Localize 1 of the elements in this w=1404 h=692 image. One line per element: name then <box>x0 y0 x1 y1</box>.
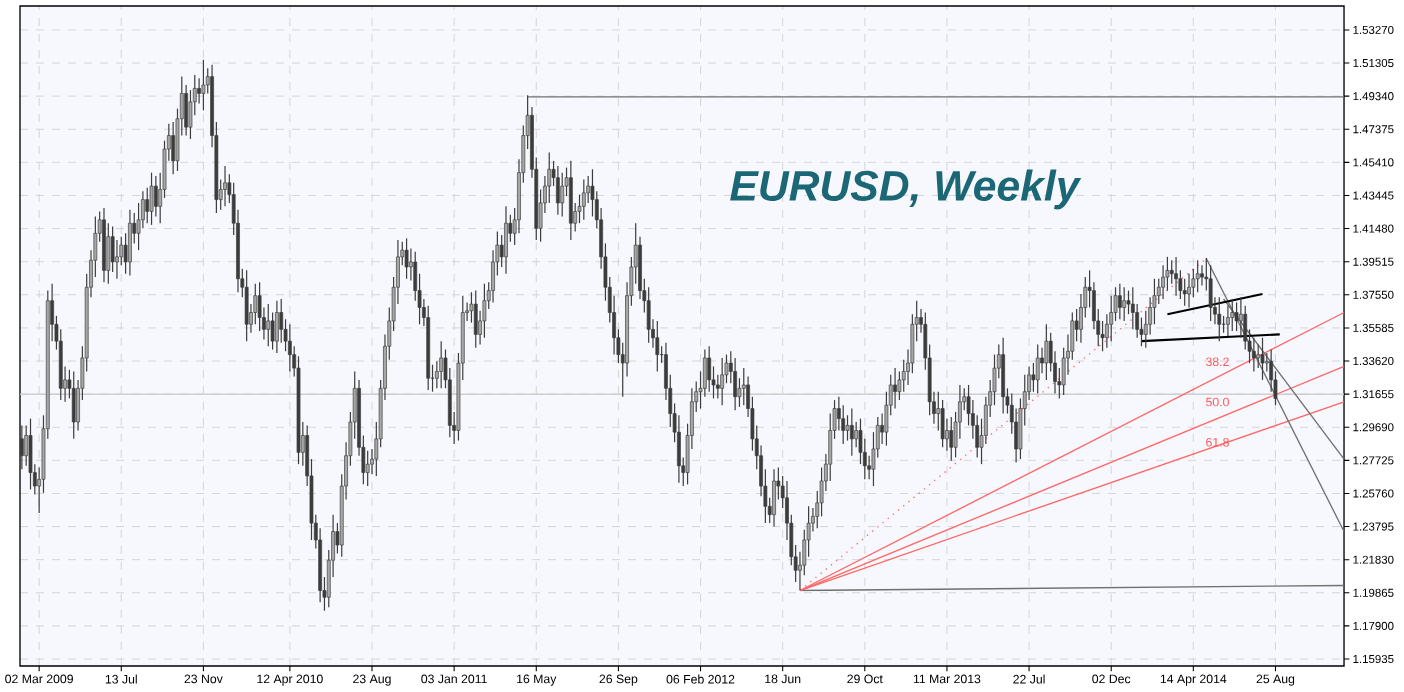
text: EURUSD, Weekly <box>730 169 1082 210</box>
